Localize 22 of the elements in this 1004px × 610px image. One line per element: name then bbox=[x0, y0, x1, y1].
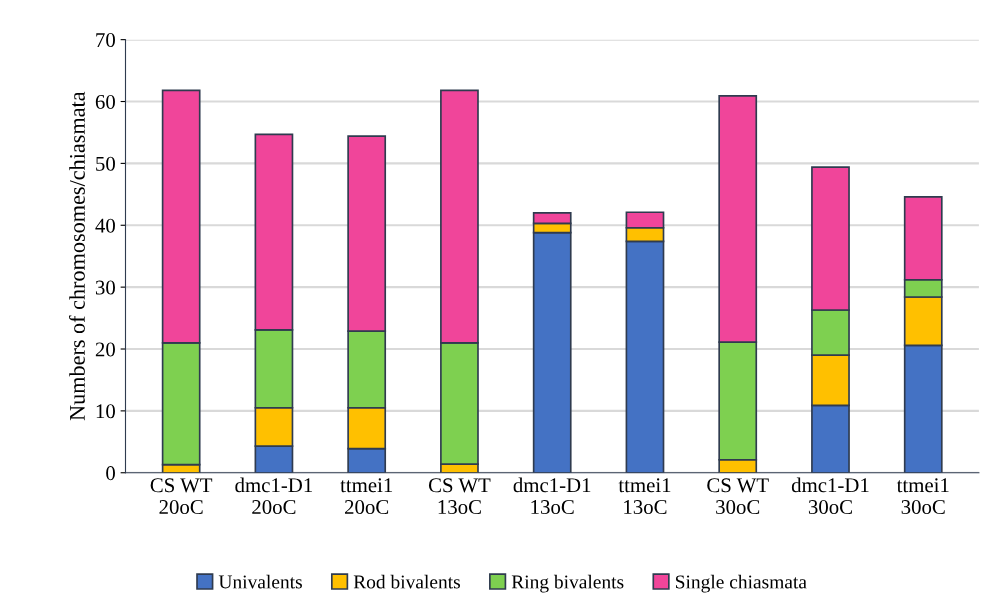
y-tick-label: 60 bbox=[95, 94, 115, 109]
x-tick-label: dmc1-D1 30oC bbox=[791, 477, 869, 515]
y-tick-label: 0 bbox=[106, 466, 115, 481]
legend-label: Rod bivalents bbox=[353, 574, 460, 589]
y-tick-label: 10 bbox=[96, 404, 115, 419]
y-tick-label: 50 bbox=[96, 156, 115, 171]
y-axis-title: Numbers of chromosomes/chiasmata bbox=[69, 91, 85, 421]
legend-label: Ring bivalents bbox=[511, 574, 624, 593]
y-tick-label: 30 bbox=[95, 280, 115, 295]
x-tick-label: dmc1-D1 20oC bbox=[235, 477, 313, 515]
x-tick-label: ttmei1 30oC bbox=[896, 478, 949, 515]
y-tick-label: 20 bbox=[95, 342, 115, 357]
x-tick-label: ttmei1 13oC bbox=[618, 478, 671, 515]
legend-label: Single chiasmata bbox=[675, 574, 807, 593]
x-tick-label: ttmei1 20oC bbox=[340, 478, 393, 515]
legend-label: Univalents bbox=[218, 574, 302, 589]
x-tick-label: CS WT 20oC bbox=[150, 478, 213, 515]
y-tick-label: 70 bbox=[96, 33, 115, 48]
y-tick-label: 40 bbox=[95, 218, 115, 233]
x-tick-label: CS WT 30oC bbox=[707, 478, 769, 515]
x-tick-label: CS WT 13oC bbox=[428, 478, 491, 515]
x-tick-label: dmc1-D1 13oC bbox=[513, 477, 591, 515]
